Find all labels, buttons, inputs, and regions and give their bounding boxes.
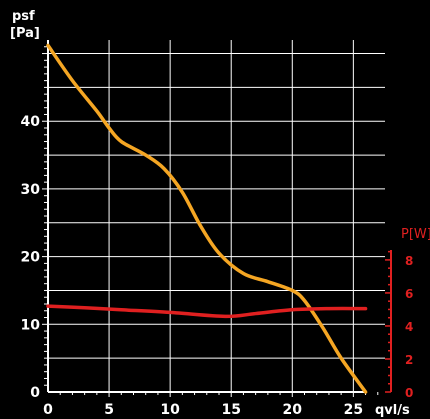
x-tick-label: 15	[221, 402, 240, 418]
y-axis-title-line1: psf	[12, 9, 35, 24]
y-tick-label: 30	[21, 182, 41, 198]
y-tick-label: 10	[21, 317, 41, 333]
y2-tick-label: 8	[405, 254, 413, 268]
pressure-curve	[46, 43, 368, 394]
y-tick-label: 0	[30, 385, 40, 401]
grid	[48, 40, 385, 392]
y-tick-label: 20	[21, 250, 41, 266]
x-tick-label: 0	[43, 402, 53, 418]
series	[46, 43, 368, 394]
y2-tick-label: 0	[405, 386, 413, 400]
y2-tick-label: 4	[405, 320, 413, 334]
x-tick-label: 25	[344, 402, 363, 418]
y-axis-title-line2: [Pa]	[10, 26, 40, 41]
y-tick-label: 40	[21, 114, 41, 130]
y2-tick-label: 2	[405, 353, 413, 367]
y2-axis-title: P[W]	[401, 227, 430, 242]
y2-tick-label: 6	[405, 287, 413, 301]
x-tick-label: 5	[104, 402, 114, 418]
x-axis-title: qvl/s	[375, 403, 410, 418]
x-tick-label: 10	[160, 402, 180, 418]
labels: psf [Pa] qvl/s P[W]	[10, 9, 430, 418]
x-tick-label: 20	[283, 402, 303, 418]
power-curve	[46, 304, 368, 319]
axes: 0 10 20 30 40 0 5 10 15 20 25 0 2 4 6 8	[21, 40, 413, 418]
